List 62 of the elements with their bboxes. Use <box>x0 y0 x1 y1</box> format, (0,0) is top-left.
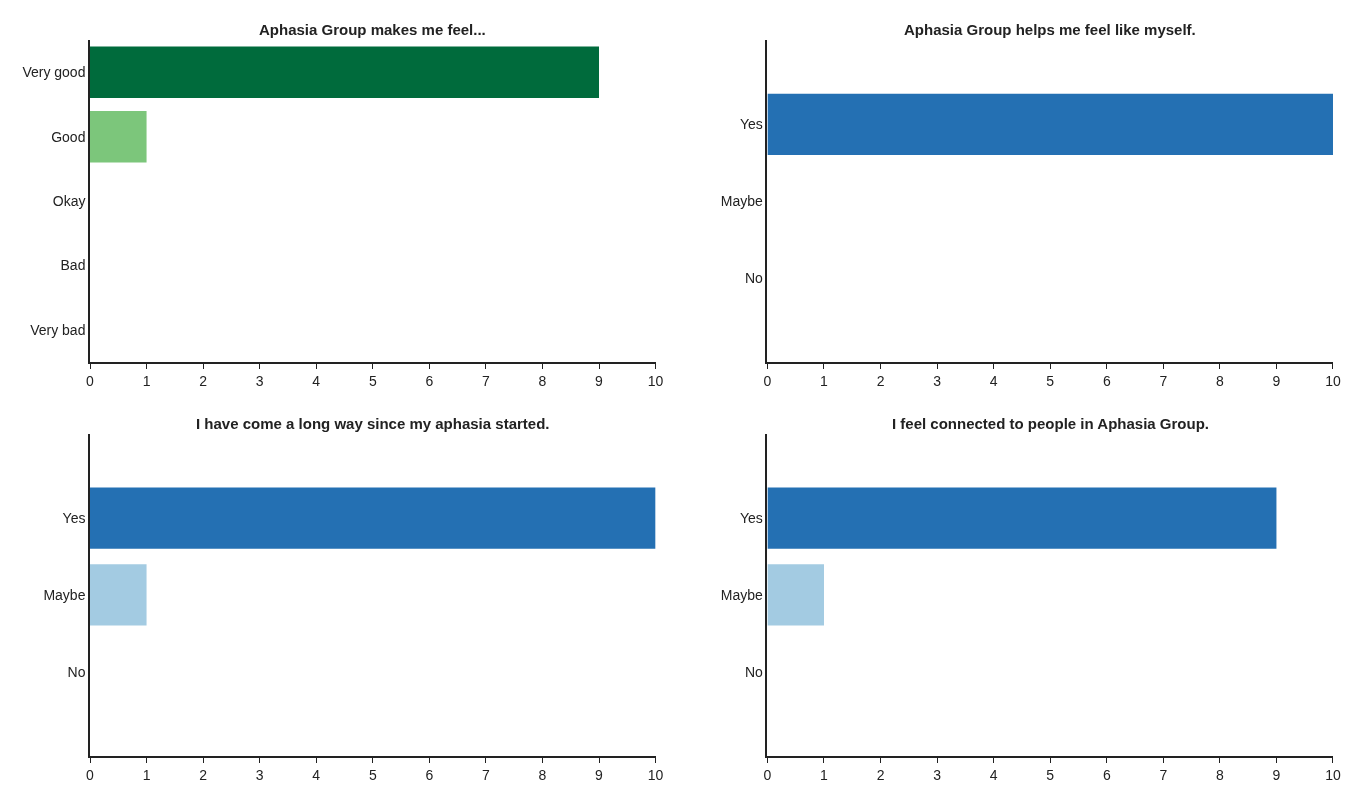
x-tick-label: 5 <box>368 372 377 389</box>
x-tick-label: 9 <box>595 372 604 389</box>
y-tick-label: Very bad <box>30 321 86 338</box>
y-tick-label: Very good <box>22 64 86 81</box>
x-tick-label: 7 <box>482 766 490 783</box>
x-tick-label: 7 <box>1159 372 1168 389</box>
x-tick-label: 6 <box>425 372 434 389</box>
x-tick-label: 9 <box>1272 766 1281 783</box>
x-tick-label: 3 <box>255 766 264 783</box>
x-tick-label: 9 <box>1272 372 1281 389</box>
x-tick-label: 5 <box>1046 766 1055 783</box>
x-tick-label: 2 <box>199 766 208 783</box>
x-tick-label: 3 <box>933 766 942 783</box>
y-tick-label: Yes <box>740 510 763 527</box>
x-tick-label: 3 <box>933 372 942 389</box>
x-tick-label: 10 <box>647 766 664 783</box>
x-tick-label: 8 <box>538 766 547 783</box>
x-tick-label: 4 <box>312 372 321 389</box>
x-tick-label: 2 <box>876 766 885 783</box>
x-tick-label: 0 <box>86 372 95 389</box>
y-tick-label: Bad <box>60 257 86 274</box>
x-tick-label: 4 <box>989 766 998 783</box>
x-tick-label: 1 <box>820 766 829 783</box>
x-tick-label: 1 <box>142 766 151 783</box>
x-tick-label: 10 <box>647 372 664 389</box>
x-tick-label: 10 <box>1325 766 1341 783</box>
x-tick-label: 5 <box>368 766 377 783</box>
x-tick-label: 0 <box>763 766 772 783</box>
x-tick-label: 4 <box>312 766 321 783</box>
y-tick-label: No <box>744 269 764 286</box>
chart-title: Aphasia Group makes me feel... <box>259 21 486 38</box>
y-tick-label: Good <box>51 128 86 145</box>
x-tick-label: 2 <box>199 372 208 389</box>
x-tick-label: 10 <box>1325 372 1341 389</box>
x-tick-label: 9 <box>595 766 604 783</box>
y-tick-label: Maybe <box>43 586 86 603</box>
x-tick-label: 1 <box>142 372 151 389</box>
x-tick-label: 7 <box>1159 766 1168 783</box>
y-tick-label: No <box>67 663 86 680</box>
chart-title: I feel connected to people in Aphasia Group. <box>892 415 1209 432</box>
x-tick-label: 2 <box>876 372 885 389</box>
x-tick-label: 1 <box>820 372 829 389</box>
x-tick-label: 0 <box>86 766 95 783</box>
x-tick-label: 6 <box>425 766 434 783</box>
x-tick-label: 5 <box>1046 372 1055 389</box>
x-tick-label: 7 <box>482 372 490 389</box>
x-tick-label: 4 <box>989 372 998 389</box>
x-tick-label: 8 <box>1215 766 1224 783</box>
chart-title: Aphasia Group helps me feel like myself. <box>904 21 1196 38</box>
y-tick-label: Okay <box>52 193 86 209</box>
chart-title: I have come a long way since my aphasia started. <box>196 415 550 432</box>
y-tick-label: Yes <box>740 116 763 133</box>
y-tick-label: Maybe <box>720 586 764 603</box>
x-tick-label: 6 <box>1102 372 1111 389</box>
x-tick-label: 6 <box>1102 766 1111 783</box>
x-tick-label: 0 <box>763 372 772 389</box>
x-tick-label: 3 <box>255 372 264 389</box>
x-tick-label: 8 <box>1215 372 1224 389</box>
y-tick-label: Maybe <box>720 193 764 209</box>
y-tick-label: Yes <box>62 510 86 527</box>
x-tick-label: 8 <box>538 372 547 389</box>
y-tick-label: No <box>744 663 764 680</box>
